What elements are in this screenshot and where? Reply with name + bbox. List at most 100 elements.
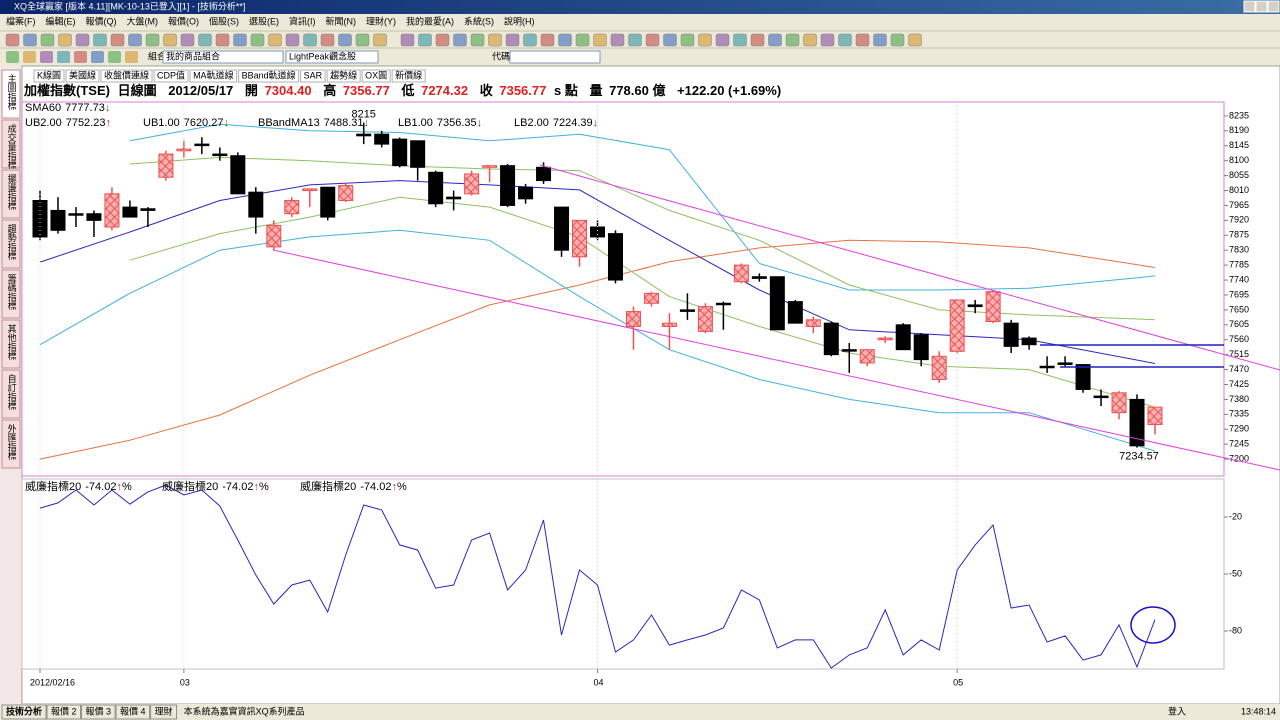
toolbar-button[interactable] — [733, 33, 747, 47]
chart-tab[interactable]: BBand軌道線 — [242, 69, 296, 80]
toolbar-button[interactable] — [523, 33, 537, 47]
toolbar-button[interactable] — [680, 33, 695, 47]
menu-item[interactable]: 大盤(M) — [127, 15, 159, 26]
side-tab[interactable] — [1, 69, 21, 119]
toolbar-button[interactable] — [873, 33, 887, 47]
toolbar-button[interactable] — [890, 33, 905, 47]
toolbar-button[interactable] — [750, 33, 765, 47]
toolbar-button[interactable] — [663, 33, 677, 47]
toolbar-button[interactable] — [855, 33, 870, 47]
toolbar-button[interactable] — [163, 33, 177, 47]
status-tab[interactable]: 報價 2 — [51, 706, 77, 716]
toolbar-button[interactable] — [768, 33, 782, 47]
toolbar-button[interactable] — [820, 33, 835, 47]
toolbar-button[interactable] — [75, 33, 90, 47]
menu-item[interactable]: 說明(H) — [504, 15, 535, 26]
maximize-button[interactable] — [1255, 0, 1268, 13]
toolbar-button[interactable] — [285, 33, 300, 47]
toolbar-button[interactable] — [908, 33, 922, 47]
status-tab[interactable]: 技術分析 — [6, 705, 42, 716]
chart-tab[interactable]: MA軌道線 — [193, 69, 234, 80]
chart-tab[interactable]: 趨勢線 — [330, 69, 357, 80]
toolbar-button[interactable] — [268, 33, 282, 47]
toolbar-button[interactable] — [180, 33, 195, 47]
toolbar-button[interactable] — [470, 33, 485, 47]
toolbar-button[interactable] — [23, 33, 37, 47]
toolbar-button[interactable] — [558, 33, 572, 47]
toolbar-button[interactable] — [303, 33, 317, 47]
side-tab[interactable] — [1, 269, 21, 319]
side-tab[interactable] — [1, 169, 21, 219]
group-select[interactable] — [162, 50, 284, 64]
menu-item[interactable]: 新聞(N) — [326, 15, 357, 26]
chart-tab[interactable]: 美國線 — [69, 69, 96, 80]
toolbar-button[interactable] — [108, 51, 121, 63]
menu-item[interactable]: 我的最愛(A) — [406, 15, 454, 26]
status-tab[interactable]: 報價 3 — [86, 706, 112, 716]
status-tab[interactable]: 理財 — [155, 705, 173, 716]
watchlist-select[interactable] — [285, 50, 379, 64]
toolbar-button[interactable] — [715, 33, 730, 47]
close-button[interactable] — [1267, 0, 1280, 13]
toolbar-button[interactable] — [110, 33, 125, 47]
menu-item[interactable]: 檔案(F) — [6, 15, 36, 26]
trendline[interactable] — [272, 249, 1280, 471]
toolbar-button[interactable] — [400, 33, 415, 47]
toolbar-button[interactable] — [40, 51, 53, 63]
minimize-button[interactable] — [1243, 0, 1256, 13]
toolbar-button[interactable] — [698, 33, 712, 47]
toolbar-button[interactable] — [40, 33, 55, 47]
toolbar-button[interactable] — [93, 33, 107, 47]
toolbar-button[interactable] — [838, 33, 852, 47]
toolbar-button[interactable] — [125, 51, 138, 63]
toolbar-button[interactable] — [488, 33, 502, 47]
toolbar-button[interactable] — [23, 51, 36, 63]
toolbar-button[interactable] — [338, 33, 352, 47]
toolbar-button[interactable] — [250, 33, 265, 47]
status-tab[interactable]: 報價 4 — [120, 706, 146, 716]
toolbar-button[interactable] — [418, 33, 432, 47]
menu-item[interactable]: 資訊(I) — [289, 15, 316, 26]
side-tab[interactable] — [1, 419, 21, 469]
menu-item[interactable]: 選股(E) — [249, 16, 279, 26]
toolbar-button[interactable] — [373, 33, 387, 47]
code-input[interactable] — [509, 50, 601, 64]
menu-item[interactable]: 編輯(E) — [46, 15, 76, 26]
chart-tab[interactable]: K線圖 — [37, 69, 61, 80]
menu-item[interactable]: 報價(O) — [168, 16, 199, 26]
chart-tab[interactable]: OX圖 — [365, 70, 387, 80]
side-tab[interactable] — [1, 319, 21, 369]
toolbar-button[interactable] — [5, 33, 20, 47]
toolbar-button[interactable] — [145, 33, 160, 47]
toolbar-button[interactable] — [57, 51, 70, 63]
toolbar-button[interactable] — [215, 33, 230, 47]
side-tab[interactable] — [1, 369, 21, 419]
chart-tab[interactable]: SAR — [304, 70, 323, 80]
toolbar-button[interactable] — [505, 33, 520, 47]
menu-item[interactable]: 報價(Q) — [86, 16, 117, 26]
side-tab[interactable] — [1, 219, 21, 269]
toolbar-button[interactable] — [628, 33, 642, 47]
side-tab[interactable] — [1, 119, 21, 169]
menu-item[interactable]: 系統(S) — [464, 15, 494, 26]
chart-tab[interactable]: CDP值 — [157, 69, 185, 80]
toolbar-button[interactable] — [803, 33, 817, 47]
toolbar-button[interactable] — [320, 33, 335, 47]
menu-item[interactable]: 理財(Y) — [366, 15, 396, 26]
toolbar-button[interactable] — [435, 33, 450, 47]
trendline[interactable] — [539, 164, 1280, 371]
window-buttons[interactable] — [1243, 0, 1280, 13]
toolbar-button[interactable] — [58, 33, 72, 47]
toolbar-button[interactable] — [575, 33, 590, 47]
toolbar-button[interactable] — [198, 33, 212, 47]
toolbar-button[interactable] — [128, 33, 142, 47]
toolbar-button[interactable] — [74, 51, 87, 63]
toolbar-button[interactable] — [233, 33, 247, 47]
toolbar-button[interactable] — [6, 51, 19, 63]
toolbar-button[interactable] — [610, 33, 625, 47]
toolbar-button[interactable] — [540, 33, 555, 47]
chart-tab[interactable]: 新價線 — [395, 69, 422, 80]
menu-item[interactable]: 個股(S) — [209, 15, 239, 26]
toolbar-button[interactable] — [785, 33, 800, 47]
toolbar-button[interactable] — [593, 33, 607, 47]
